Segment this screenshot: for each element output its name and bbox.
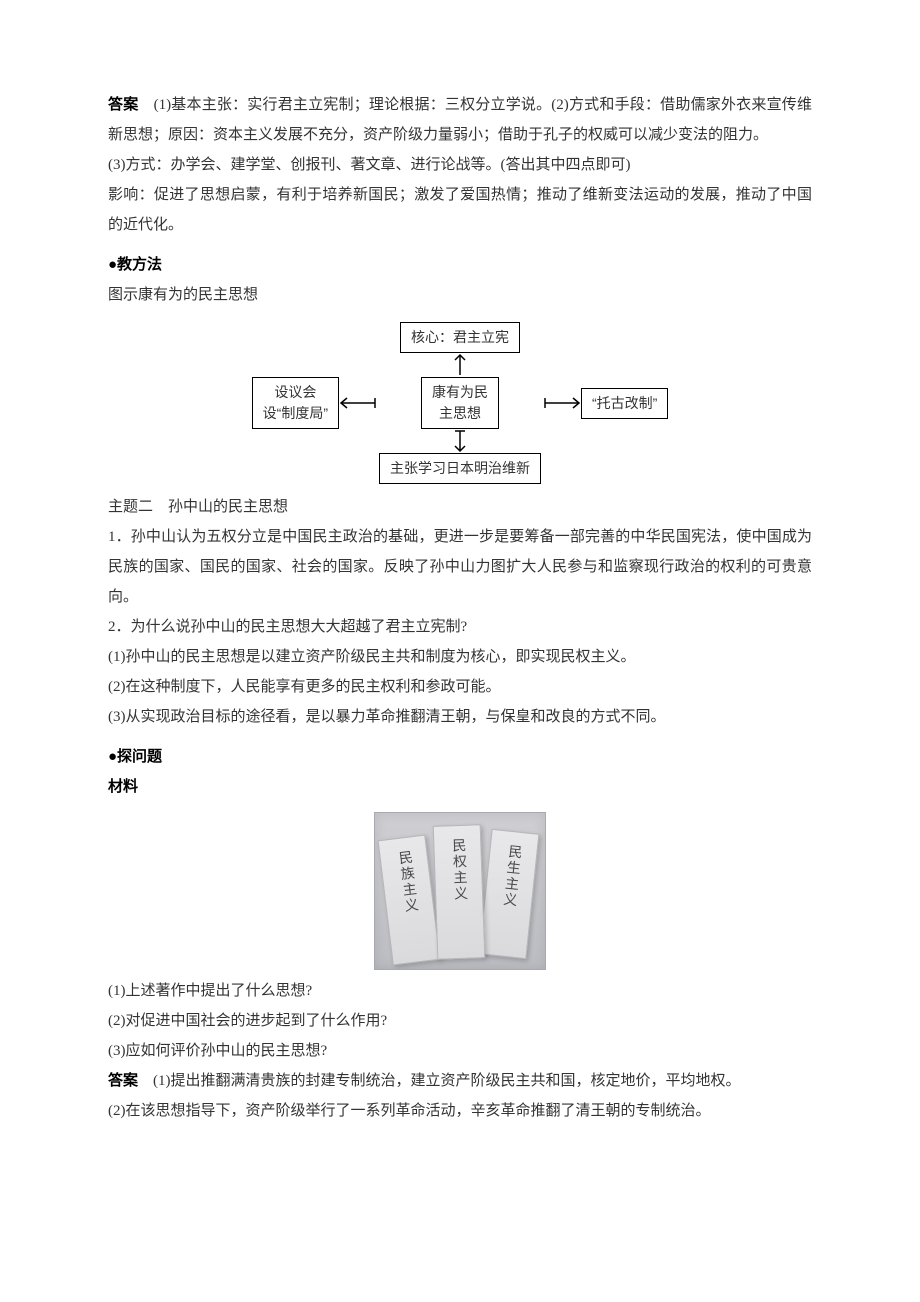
- material-label-text: 材料: [108, 778, 138, 795]
- answer1-label: 答案: [108, 96, 138, 113]
- material-photo: 民族主义 民权主义 民生主义: [108, 812, 812, 970]
- answer1-paragraph: 答案 (1)基本主张：实行君主立宪制；理论根据：三权分立学说。(2)方式和手段：…: [108, 90, 812, 150]
- topic2-p2b: (2)在这种制度下，人民能享有更多的民主权利和参政可能。: [108, 672, 812, 702]
- book-minzu: 民族主义: [378, 835, 441, 966]
- diagram-left-l1: 设议会: [274, 384, 316, 400]
- question-2: (2)对促进中国社会的进步起到了什么作用?: [108, 1006, 812, 1036]
- method-caption: 图示康有为的民主思想: [108, 280, 812, 310]
- question-1: (1)上述著作中提出了什么思想?: [108, 976, 812, 1006]
- diagram-bottom-box: 主张学习日本明治维新: [379, 453, 541, 484]
- arrow-up-icon: [379, 353, 541, 377]
- material-label: 材料: [108, 772, 812, 802]
- method-marker: ●教方法: [108, 250, 812, 280]
- diagram-left-box: 设议会 设“制度局”: [252, 377, 339, 429]
- answer1-body: (1)基本主张：实行君主立宪制；理论根据：三权分立学说。(2)方式和手段：借助儒…: [108, 97, 812, 143]
- topic2-p2a: (1)孙中山的民主思想是以建立资产阶级民主共和制度为核心，即实现民权主义。: [108, 642, 812, 672]
- arrow-down-icon: [379, 429, 541, 453]
- topic2-p2c: (3)从实现政治目标的途径看，是以暴力革命推翻清王朝，与保皇和改良的方式不同。: [108, 702, 812, 732]
- topic2-title: 主题二 孙中山的民主思想: [108, 492, 812, 522]
- diagram-right-box: “托古改制”: [581, 388, 668, 419]
- arrow-right-icon: [541, 377, 581, 429]
- answer2-a1: (1)提出推翻满清贵族的封建专制统治，建立资产阶级民主共和国，核定地价，平均地权…: [138, 1073, 741, 1089]
- topic2-p1: 1．孙中山认为五权分立是中国民主政治的基础，更进一步是要筹备一部完善的中华民国宪…: [108, 522, 812, 612]
- answer2-label: 答案: [108, 1072, 138, 1089]
- kang-diagram: 核心：君主立宪 设议会 设“制度局” 康有为民 主思想 “托古改制”: [108, 322, 812, 484]
- diagram-top-box: 核心：君主立宪: [400, 322, 520, 353]
- diagram-grid: 核心：君主立宪 设议会 设“制度局” 康有为民 主思想 “托古改制”: [252, 322, 669, 484]
- diagram-left-l2: 设“制度局”: [263, 405, 328, 421]
- diagram-center-box: 康有为民 主思想: [421, 377, 499, 429]
- answer2-paragraph: 答案 (1)提出推翻满清贵族的封建专制统治，建立资产阶级民主共和国，核定地价，平…: [108, 1066, 812, 1096]
- explore-marker: ●探问题: [108, 742, 812, 772]
- question-3: (3)应如何评价孙中山的民主思想?: [108, 1036, 812, 1066]
- books-photo: 民族主义 民权主义 民生主义: [374, 812, 546, 970]
- answer1-p3: (3)方式：办学会、建学堂、创报刊、著文章、进行论战等。(答出其中四点即可): [108, 150, 812, 180]
- book-minsheng: 民生主义: [479, 829, 540, 959]
- diagram-center-l1: 康有为民: [432, 384, 488, 400]
- answer2-a2: (2)在该思想指导下，资产阶级举行了一系列革命活动，辛亥革命推翻了清王朝的专制统…: [108, 1096, 812, 1126]
- book-minquan: 民权主义: [433, 824, 486, 960]
- arrow-left-icon: [339, 377, 379, 429]
- answer1-p4: 影响：促进了思想启蒙，有利于培养新国民；激发了爱国热情；推动了维新变法运动的发展…: [108, 180, 812, 240]
- topic2-p2: 2．为什么说孙中山的民主思想大大超越了君主立宪制?: [108, 612, 812, 642]
- diagram-center-l2: 主思想: [439, 405, 481, 421]
